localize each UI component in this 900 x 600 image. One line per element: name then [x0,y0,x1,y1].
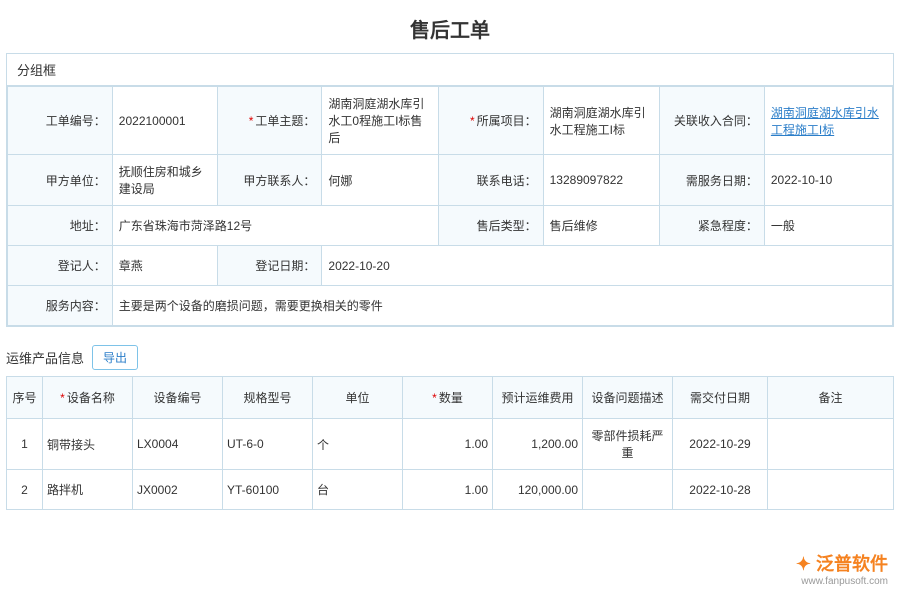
table-row: 2路拌机JX0002YT-60100台1.00120,000.00 2022-10… [7,470,894,510]
label-party-a: 甲方单位： [8,155,113,206]
watermark-brand: ✦ 泛普软件 [796,550,888,576]
watermark-url: www.fanpusoft.com [796,576,888,587]
group-title: 分组框 [7,54,893,86]
col-name: *设备名称 [43,377,133,419]
col-qty: *数量 [403,377,493,419]
label-type: 售后类型： [438,206,543,246]
label-contact: 甲方联系人： [217,155,322,206]
products-section: 运维产品信息 导出 序号 *设备名称 设备编号 规格型号 单位 *数量 预计运维… [6,339,894,510]
contract-link[interactable]: 湖南洞庭湖水库引水工程施工I标 [771,106,879,137]
cell-issue [583,470,673,510]
label-order-no: 工单编号： [8,87,113,155]
col-seq: 序号 [7,377,43,419]
label-subject: *工单主题： [217,87,322,155]
cell-code: JX0002 [133,470,223,510]
label-reg-date: 登记日期： [217,246,322,286]
value-order-no: 2022100001 [112,87,217,155]
value-subject: 湖南洞庭湖水库引水工0程施工I标售后 [322,87,438,155]
cell-qty: 1.00 [403,470,493,510]
col-cost: 预计运维费用 [493,377,583,419]
page-title: 售后工单 [0,0,900,53]
cell-code: LX0004 [133,419,223,470]
label-service-date: 需服务日期： [660,155,765,206]
cell-issue: 零部件损耗严重 [583,419,673,470]
value-service-date: 2022-10-10 [764,155,892,206]
label-project: *所属项目： [438,87,543,155]
cell-spec: YT-60100 [223,470,313,510]
label-content: 服务内容： [8,286,113,326]
value-content: 主要是两个设备的磨损问题，需要更换相关的零件 [112,286,892,326]
col-remark: 备注 [768,377,894,419]
value-type: 售后维修 [543,206,659,246]
value-reg-date: 2022-10-20 [322,246,893,286]
label-registrant: 登记人： [8,246,113,286]
cell-remark [768,470,894,510]
col-spec: 规格型号 [223,377,313,419]
cell-qty: 1.00 [403,419,493,470]
cell-due: 2022-10-29 [673,419,768,470]
col-unit: 单位 [313,377,403,419]
cell-remark [768,419,894,470]
cell-unit: 台 [313,470,403,510]
cell-due: 2022-10-28 [673,470,768,510]
cell-spec: UT-6-0 [223,419,313,470]
cell-cost: 120,000.00 [493,470,583,510]
value-address: 广东省珠海市菏泽路12号 [112,206,438,246]
table-row: 1铜带接头LX0004UT-6-0个1.001,200.00零部件损耗严重202… [7,419,894,470]
label-phone: 联系电话： [438,155,543,206]
form-group: 分组框 工单编号： 2022100001 *工单主题： 湖南洞庭湖水库引水工0程… [6,53,894,327]
cell-seq: 1 [7,419,43,470]
value-party-a: 抚顺住房和城乡建设局 [112,155,217,206]
form-table: 工单编号： 2022100001 *工单主题： 湖南洞庭湖水库引水工0程施工I标… [7,86,893,326]
col-due: 需交付日期 [673,377,768,419]
products-title: 运维产品信息 [6,348,84,367]
export-button[interactable]: 导出 [92,345,138,370]
label-urgency: 紧急程度： [660,206,765,246]
watermark: ✦ 泛普软件 www.fanpusoft.com [796,550,888,587]
col-code: 设备编号 [133,377,223,419]
value-contact: 何娜 [322,155,438,206]
col-issue: 设备问题描述 [583,377,673,419]
products-table: 序号 *设备名称 设备编号 规格型号 单位 *数量 预计运维费用 设备问题描述 … [6,376,894,510]
cell-name: 铜带接头 [43,419,133,470]
cell-cost: 1,200.00 [493,419,583,470]
value-registrant: 章燕 [112,246,217,286]
value-phone: 13289097822 [543,155,659,206]
label-contract: 关联收入合同： [660,87,765,155]
cell-unit: 个 [313,419,403,470]
label-address: 地址： [8,206,113,246]
cell-seq: 2 [7,470,43,510]
cell-name: 路拌机 [43,470,133,510]
value-urgency: 一般 [764,206,892,246]
value-contract: 湖南洞庭湖水库引水工程施工I标 [764,87,892,155]
value-project: 湖南洞庭湖水库引水工程施工I标 [543,87,659,155]
